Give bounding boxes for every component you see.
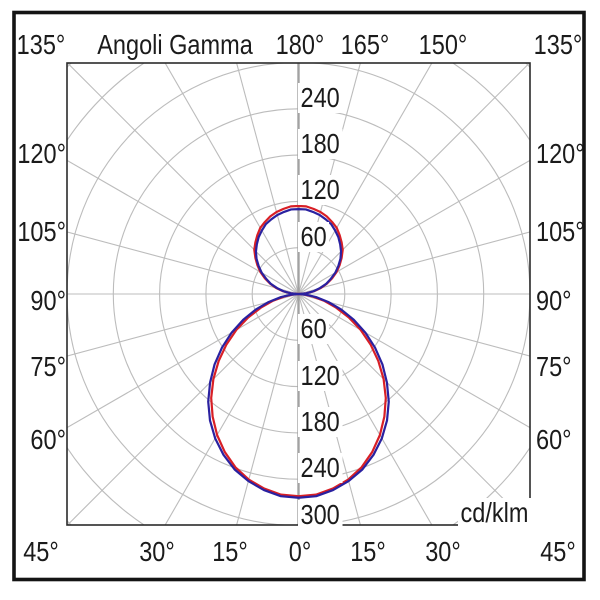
radial-tick-up-120: 120	[298, 175, 343, 205]
photometric-curves	[207, 204, 390, 499]
radial-tick-down-180: 180	[298, 407, 343, 437]
gamma-label-left-120: 120°	[17, 138, 66, 169]
outer-frame	[12, 10, 586, 582]
gamma-label-bottom-15-right: 15°	[350, 536, 386, 567]
radial-tick-up-180: 180	[298, 129, 343, 159]
chart-title: Angoli Gamma	[97, 29, 253, 60]
gamma-label-left-105: 105°	[17, 216, 66, 247]
gamma-label-top-135-right: 135°	[533, 29, 583, 60]
gamma-label-bottom-0: 0°	[288, 536, 312, 567]
gamma-label-left-60: 60°	[30, 424, 66, 455]
gamma-label-bottom-45-left: 45°	[23, 536, 59, 567]
radial-tick-up-60: 60	[298, 222, 330, 252]
radial-tick-down-240: 240	[298, 453, 343, 483]
gamma-label-top-180: 180°	[275, 29, 325, 60]
gamma-label-top-165: 165°	[340, 29, 390, 60]
gamma-label-top-150: 150°	[418, 29, 468, 60]
gamma-label-bottom-30-left: 30°	[139, 536, 175, 567]
gamma-label-left-75: 75°	[30, 351, 66, 382]
gamma-label-right-120: 120°	[536, 138, 585, 169]
radial-tick-up-240: 240	[298, 83, 343, 113]
radial-tick-down-300: 300	[298, 500, 343, 530]
gamma-label-bottom-30-right: 30°	[425, 536, 461, 567]
gamma-label-bottom-15-left: 15°	[212, 536, 248, 567]
radial-tick-down-120: 120	[298, 361, 343, 391]
gamma-label-right-60: 60°	[536, 424, 572, 455]
gamma-label-right-105: 105°	[536, 216, 585, 247]
gamma-label-right-75: 75°	[536, 351, 572, 382]
gamma-label-top-135-left: 135°	[16, 29, 66, 60]
unit-label: cd/klm	[457, 498, 531, 528]
gamma-label-right-90: 90°	[536, 285, 572, 316]
gamma-label-bottom-45-right: 45°	[540, 536, 576, 567]
gamma-label-left-90: 90°	[30, 285, 66, 316]
radial-tick-down-60: 60	[298, 314, 330, 344]
